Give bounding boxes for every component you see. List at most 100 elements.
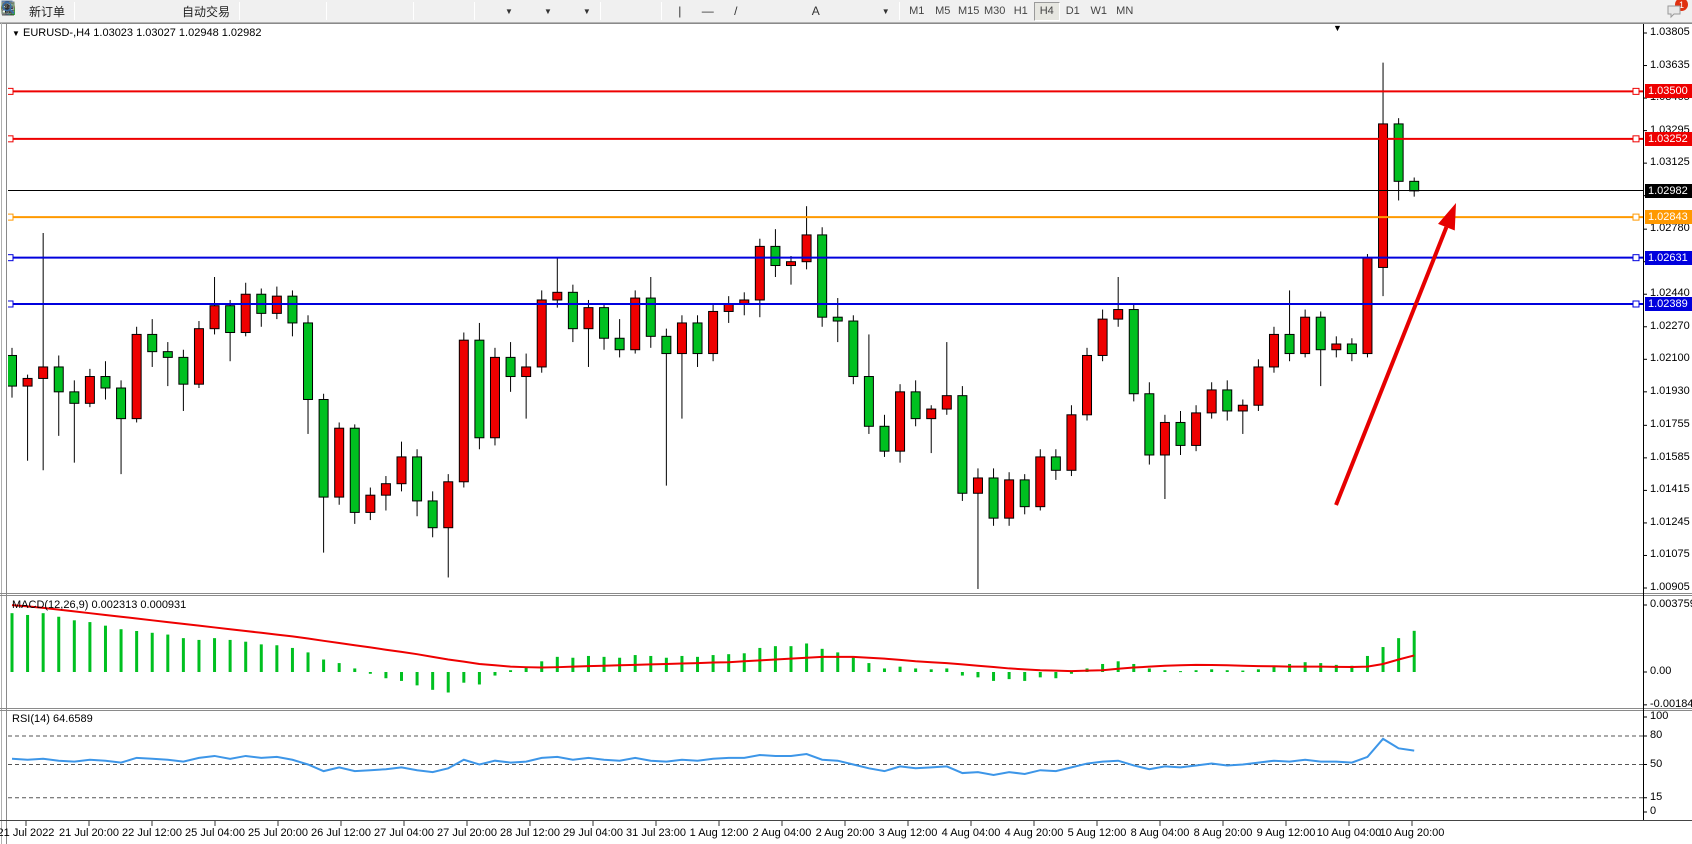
candlestick <box>396 441 407 492</box>
cursor-tool-button[interactable] <box>5 1 631 21</box>
trend-arrow-annotation[interactable] <box>1334 203 1456 506</box>
candlestick <box>786 255 796 285</box>
line-handle[interactable] <box>7 254 14 262</box>
candlestick <box>443 474 454 578</box>
new-order-label: 新订单 <box>29 4 66 19</box>
time-axis-label: 8 Aug 20:00 <box>1193 827 1253 839</box>
vertical-line-tool[interactable]: | <box>666 1 694 21</box>
text-label-tool[interactable]: T <box>2 1 856 21</box>
candlestick <box>489 347 500 446</box>
timeframe-button-H1[interactable]: H1 <box>1013 5 1028 17</box>
chart-shift-marker[interactable]: ▼ <box>1333 23 1342 33</box>
macd-histogram-bar <box>929 669 933 672</box>
macd-histogram-bar <box>1365 655 1369 672</box>
timeframe-button-D1[interactable]: D1 <box>1065 5 1080 17</box>
candlestick <box>599 303 610 350</box>
price-axis-label: 1.02440 <box>1650 287 1690 300</box>
line-handle[interactable] <box>7 213 14 221</box>
time-axis-label: 2 Aug 20:00 <box>815 827 875 839</box>
tile-windows-button[interactable] <box>1 1 409 21</box>
macd-histogram-bar <box>119 629 123 672</box>
timeframe-button-H4[interactable]: H4 <box>1033 1 1060 21</box>
trendline-tool[interactable]: / <box>722 1 750 21</box>
line-handle[interactable] <box>1632 300 1640 308</box>
line-handle[interactable] <box>7 135 14 143</box>
candlestick <box>193 321 204 389</box>
text-tool[interactable]: A <box>802 1 830 21</box>
toolbar-separator <box>599 2 601 20</box>
signals-button[interactable] <box>1 1 157 21</box>
time-axis-label: 28 Jul 12:00 <box>500 827 560 839</box>
macd-histogram-bar <box>477 672 481 685</box>
fibonacci-tool[interactable]: F <box>2 1 802 21</box>
candlestick <box>848 315 859 385</box>
toolbar-separator <box>474 2 476 20</box>
macd-axis-label: 0.003759 <box>1650 598 1692 610</box>
profiles-dropdown[interactable]: ▼ <box>1 1 557 21</box>
zoom-in-button[interactable] <box>1 0 357 21</box>
macd-histogram-bar <box>322 659 326 672</box>
chart-shift-button[interactable] <box>2 1 470 21</box>
toolbar-separator <box>74 2 76 20</box>
line-handle[interactable] <box>1632 135 1640 143</box>
line-handle[interactable] <box>1632 213 1640 221</box>
timeframe-button-M15[interactable]: M15 <box>958 5 980 17</box>
line-handle[interactable] <box>7 87 14 95</box>
candlestick <box>1128 303 1139 402</box>
candlestick <box>1019 474 1030 515</box>
time-axis-label: 5 Aug 12:00 <box>1067 827 1127 839</box>
candlestick <box>1004 472 1015 526</box>
bar-chart-mode-button[interactable] <box>2 1 270 21</box>
toolbar-separator <box>898 2 900 20</box>
timeframe-button-W1[interactable]: W1 <box>1090 5 1107 17</box>
chart-title: ▼ EURUSD-,H4 1.03023 1.03027 1.02948 1.0… <box>12 27 262 39</box>
notifications-icon[interactable]: 1 <box>1666 0 1688 19</box>
auto-scroll-button[interactable] <box>2 1 444 21</box>
price-axis-label: 1.03635 <box>1650 58 1690 71</box>
crosshair-tool-button[interactable] <box>2 1 657 21</box>
candlestick <box>303 315 314 434</box>
chevron-down-icon: ▼ <box>543 6 552 16</box>
candlestick <box>287 290 298 337</box>
line-chart-mode-button[interactable] <box>1 1 322 21</box>
autotrading-button[interactable]: 自动交易 <box>1 1 235 21</box>
new-chart-dropdown[interactable]: ▼ <box>1 1 518 21</box>
horizontal-line-tool[interactable]: — <box>694 1 722 21</box>
macd-histogram-bar <box>259 644 263 672</box>
timeframe-button-M1[interactable]: M1 <box>909 5 925 17</box>
macd-histogram-bar <box>446 672 450 693</box>
rsi-axis-label: 50 <box>1650 757 1663 770</box>
arrows-icon <box>2 2 877 19</box>
timeframe-button-M5[interactable]: M5 <box>935 5 951 17</box>
macd-histogram-bar <box>882 668 886 672</box>
collapse-triangle-icon[interactable]: ▼ <box>12 29 20 38</box>
line-handle[interactable] <box>1632 254 1640 262</box>
text-icon: A <box>811 4 820 18</box>
candle-chart-icon <box>2 2 291 19</box>
macd-histogram-bar <box>1054 672 1058 679</box>
timeframe-button-M30[interactable]: M30 <box>984 5 1006 17</box>
price-line-badge: 1.03252 <box>1645 131 1692 146</box>
candlestick <box>1284 290 1295 362</box>
candle-chart-mode-button[interactable] <box>2 1 296 21</box>
zoom-in-icon <box>1 0 352 19</box>
market-watch-button[interactable] <box>1 1 105 21</box>
arrows-tool-dropdown[interactable]: ▼ <box>2 1 895 21</box>
rsi-axis-label: 15 <box>1650 790 1663 803</box>
line-handle[interactable] <box>1632 87 1640 95</box>
candlestick <box>972 468 983 589</box>
candlestick <box>1113 277 1124 327</box>
indicators-dropdown[interactable]: ▼ <box>1 1 596 21</box>
channel-tool[interactable]: E <box>1 1 776 21</box>
line-handle[interactable] <box>7 300 14 308</box>
rsi-axis-label: 100 <box>1650 710 1669 722</box>
search-icon[interactable] <box>2 1 1658 19</box>
price-line-badge: 1.03500 <box>1645 84 1692 99</box>
fibonacci-icon: F <box>2 3 797 19</box>
macd-axis-label: 0.00 <box>1650 665 1672 677</box>
data-window-button[interactable] <box>1 1 131 21</box>
timeframe-button-MN[interactable]: MN <box>1116 5 1134 17</box>
zoom-out-button[interactable] <box>1 0 383 21</box>
candlestick <box>1346 338 1357 362</box>
candlestick <box>147 319 158 367</box>
